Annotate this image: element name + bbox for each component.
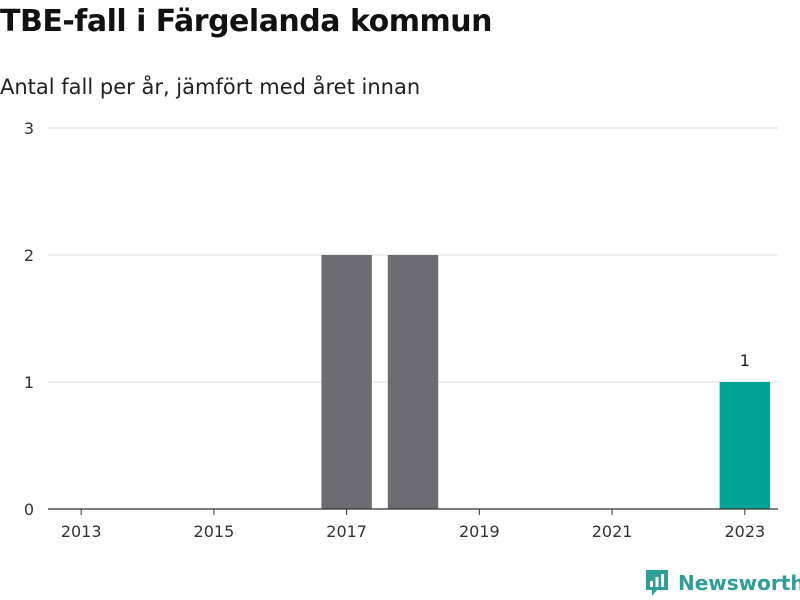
x-tick-label: 2023: [724, 522, 765, 541]
y-tick-label: 3: [24, 119, 34, 138]
brand-logo: Newsworthy: [644, 568, 800, 598]
chart-title: TBE-fall i Färgelanda kommun: [0, 4, 492, 39]
newsworthy-logo-icon: [646, 570, 668, 596]
chart-subtitle: Antal fall per år, jämfört med året inna…: [0, 75, 421, 99]
x-tick-label: 2015: [194, 522, 235, 541]
data-label-2023: 1: [740, 351, 750, 370]
x-tick-label: 2013: [61, 522, 102, 541]
x-tick-label: 2021: [592, 522, 633, 541]
y-axis-ticks: 0 1 2 3: [24, 119, 34, 519]
bar-2023: [719, 382, 771, 509]
x-tick-label: 2019: [459, 522, 500, 541]
x-tick-label: 2017: [326, 522, 367, 541]
bars: [321, 255, 771, 509]
x-axis-ticks: 2013 2015 2017 2019 2021 2023: [61, 509, 765, 541]
y-tick-label: 1: [24, 373, 34, 392]
bar-2018: [387, 255, 439, 509]
y-tick-label: 2: [24, 246, 34, 265]
data-labels: 1: [740, 351, 750, 370]
y-tick-label: 0: [24, 500, 34, 519]
brand-name: Newsworthy: [678, 571, 800, 595]
bar-2017: [321, 255, 372, 509]
